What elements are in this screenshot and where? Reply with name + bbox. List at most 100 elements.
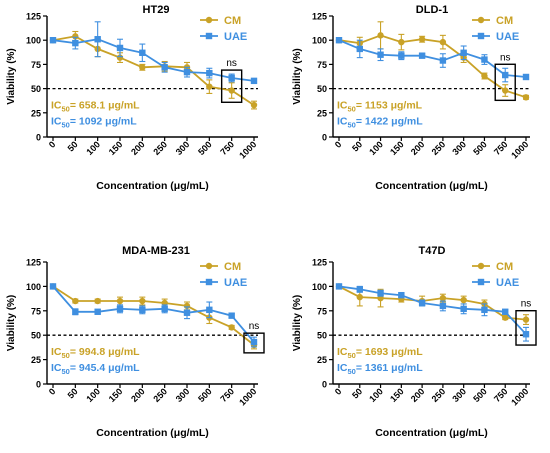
legend-label: CM <box>496 15 513 27</box>
series-cm <box>49 283 258 350</box>
data-point <box>418 299 426 307</box>
x-tick-label: 500 <box>471 139 489 157</box>
legend-swatch-marker <box>477 16 485 24</box>
data-point <box>94 308 101 315</box>
data-point <box>356 45 363 53</box>
data-point <box>116 54 124 61</box>
data-point <box>398 291 405 299</box>
data-point <box>72 308 79 315</box>
x-tick-label: 750 <box>218 139 236 157</box>
data-point <box>206 83 213 90</box>
x-tick-label: 300 <box>174 139 192 157</box>
data-point <box>398 52 405 59</box>
x-tick-label: 250 <box>430 139 448 157</box>
ic50-annotation: IC50= 1422 μg/mL <box>337 116 423 130</box>
y-tick-label: 125 <box>26 258 41 268</box>
ns-label: ns <box>249 321 260 332</box>
data-point <box>460 296 467 304</box>
x-tick-label: 500 <box>196 139 214 157</box>
legend-swatch-marker <box>477 262 485 270</box>
series-line <box>338 285 527 335</box>
legend-swatch-marker <box>205 278 213 286</box>
x-tick-label: 100 <box>84 386 102 404</box>
data-point <box>439 38 447 46</box>
data-point <box>183 302 191 310</box>
legend-label: UAE <box>496 31 519 43</box>
data-point <box>356 286 363 293</box>
data-point <box>94 297 101 305</box>
ic50-annotation: IC50= 658.1 μg/mL <box>51 100 140 114</box>
x-tick-label: 50 <box>66 386 80 400</box>
data-point <box>502 71 509 79</box>
y-tick-label: 0 <box>36 133 41 143</box>
series-uae <box>335 283 530 342</box>
x-tick-label: 0 <box>47 139 58 150</box>
y-tick-label: 100 <box>312 282 327 292</box>
ns-label: ns <box>226 58 237 69</box>
data-point <box>49 37 57 44</box>
data-point <box>377 290 384 297</box>
y-tick-label: 50 <box>31 84 41 94</box>
y-axis-label: Viability (%) <box>292 295 303 352</box>
x-tick-label: 200 <box>129 386 147 404</box>
y-axis-label: Viability (%) <box>6 48 17 105</box>
data-point <box>206 69 213 77</box>
y-tick-label: 25 <box>317 108 327 118</box>
x-tick-label: 1000 <box>237 139 258 160</box>
y-tick-label: 0 <box>36 380 41 390</box>
x-tick-label: 50 <box>350 139 364 153</box>
x-tick-label: 250 <box>430 386 448 404</box>
data-point <box>356 293 363 301</box>
data-point <box>139 49 146 56</box>
chart-title: MDA-MB-231 <box>122 245 190 257</box>
data-point <box>481 56 488 63</box>
legend-label: CM <box>224 15 241 27</box>
x-tick-label: 1000 <box>237 386 258 407</box>
data-point <box>228 324 235 331</box>
chart-title: T47D <box>419 245 446 257</box>
series-line <box>338 39 527 78</box>
x-tick-label: 0 <box>333 386 344 397</box>
data-point <box>439 57 447 64</box>
data-point <box>139 297 146 305</box>
x-axis-label: Concentration (μg/mL) <box>375 427 488 439</box>
x-axis-label: Concentration (μg/mL) <box>375 180 488 192</box>
x-tick-label: 300 <box>450 139 468 157</box>
data-point <box>460 49 467 56</box>
ns-box <box>494 63 516 102</box>
ns-label: ns <box>521 299 532 310</box>
series-line <box>52 285 255 343</box>
legend-label: CM <box>496 261 513 273</box>
data-point <box>418 52 426 59</box>
x-tick-label: 200 <box>409 386 427 404</box>
data-point <box>183 68 191 76</box>
y-tick-label: 0 <box>322 133 327 143</box>
data-point <box>228 312 235 319</box>
data-point <box>418 36 426 43</box>
x-tick-label: 150 <box>388 139 406 157</box>
data-point <box>161 64 168 71</box>
data-point <box>49 283 57 290</box>
ic50-annotation: IC50= 1361 μg/mL <box>337 362 423 376</box>
y-tick-label: 125 <box>312 258 327 268</box>
x-tick-label: 250 <box>151 139 169 157</box>
legend-label: UAE <box>496 277 519 289</box>
y-tick-label: 125 <box>26 12 41 22</box>
ns-label: ns <box>500 52 511 63</box>
x-tick-label: 50 <box>350 386 364 400</box>
x-tick-label: 250 <box>151 386 169 404</box>
x-axis-label: Concentration (μg/mL) <box>96 427 209 439</box>
x-tick-label: 1000 <box>509 386 530 407</box>
data-point <box>460 305 467 313</box>
x-tick-label: 0 <box>333 139 344 150</box>
y-tick-label: 125 <box>312 12 327 22</box>
y-tick-label: 75 <box>31 306 41 316</box>
series-uae <box>49 21 258 85</box>
data-point <box>116 44 124 52</box>
data-point <box>228 87 235 94</box>
ic50-annotation: IC50= 994.8 μg/mL <box>51 346 140 360</box>
data-point <box>522 316 530 323</box>
data-point <box>502 308 509 315</box>
